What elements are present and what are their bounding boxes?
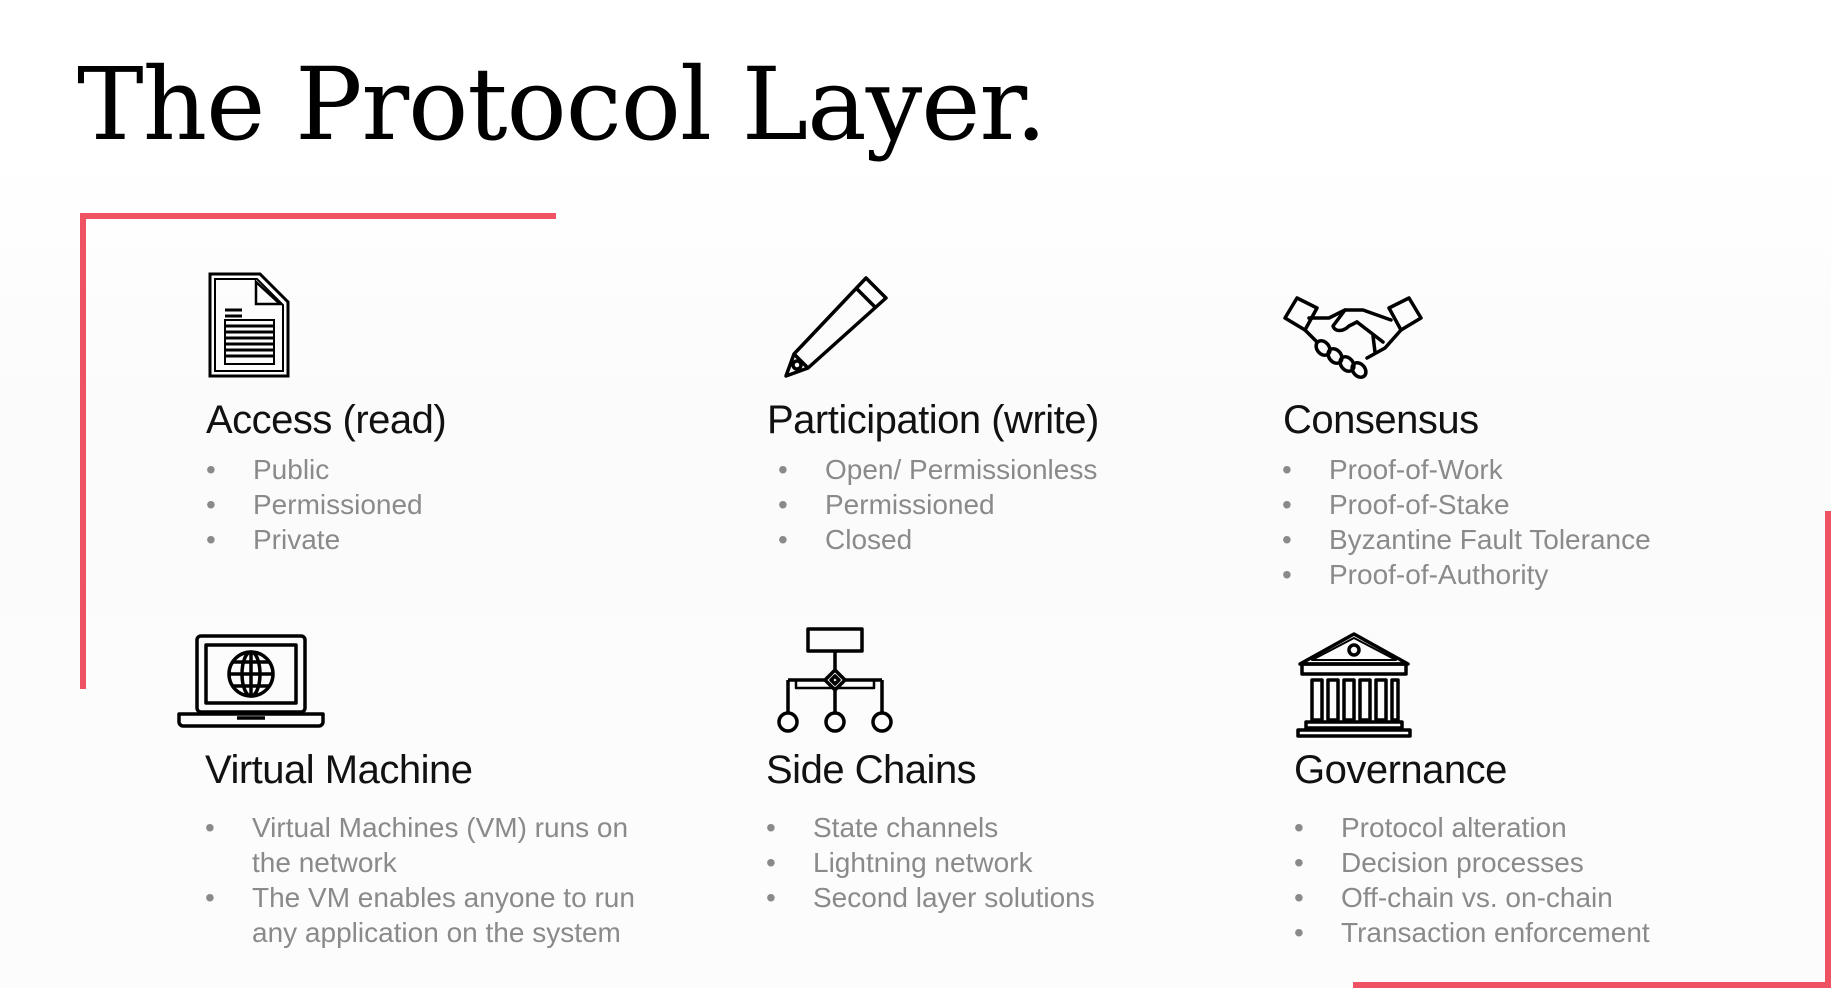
- bullet-list-virtual-machine: Virtual Machines (VM) runs on the networ…: [205, 810, 665, 950]
- list-item: Virtual Machines (VM) runs on the networ…: [205, 810, 665, 880]
- accent-line-bottom: [1353, 982, 1831, 988]
- list-item: Second layer solutions: [766, 880, 1095, 915]
- list-item: Closed: [778, 522, 1097, 557]
- bullet-list-consensus: Proof-of-Work Proof-of-Stake Byzantine F…: [1282, 452, 1651, 592]
- bullet-list-governance: Protocol alteration Decision processes O…: [1294, 810, 1650, 950]
- list-item: Decision processes: [1294, 845, 1650, 880]
- pencil-icon: [782, 272, 892, 380]
- list-item: Permissioned: [206, 487, 423, 522]
- section-title-access: Access (read): [206, 398, 447, 442]
- bullet-list-access: Public Permissioned Private: [206, 452, 423, 557]
- section-title-side-chains: Side Chains: [766, 748, 977, 792]
- bullet-list-side-chains: State channels Lightning network Second …: [766, 810, 1095, 915]
- section-title-participation: Participation (write): [767, 398, 1099, 442]
- list-item: Lightning network: [766, 845, 1095, 880]
- network-hierarchy-icon: [776, 626, 896, 733]
- section-title-consensus: Consensus: [1283, 398, 1479, 442]
- list-item: Open/ Permissionless: [778, 452, 1097, 487]
- list-item: Private: [206, 522, 423, 557]
- bullet-list-participation: Open/ Permissionless Permissioned Closed: [778, 452, 1097, 557]
- bank-building-icon: [1294, 630, 1414, 740]
- accent-line-left: [80, 213, 86, 689]
- list-item: Proof-of-Authority: [1282, 557, 1651, 592]
- list-item: Transaction enforcement: [1294, 915, 1650, 950]
- list-item: Byzantine Fault Tolerance: [1282, 522, 1651, 557]
- list-item: State channels: [766, 810, 1095, 845]
- list-item: Off-chain vs. on-chain: [1294, 880, 1650, 915]
- slide-title: The Protocol Layer.: [77, 46, 1047, 163]
- list-item: Protocol alteration: [1294, 810, 1650, 845]
- list-item: Public: [206, 452, 423, 487]
- laptop-globe-icon: [177, 634, 325, 728]
- section-title-governance: Governance: [1294, 748, 1507, 792]
- list-item: Proof-of-Work: [1282, 452, 1651, 487]
- handshake-icon: [1283, 296, 1423, 380]
- accent-line-right: [1825, 511, 1831, 988]
- section-title-virtual-machine: Virtual Machine: [205, 748, 473, 792]
- list-item: Permissioned: [778, 487, 1097, 522]
- list-item: The VM enables anyone to run any applica…: [205, 880, 665, 950]
- document-icon: [208, 272, 290, 378]
- accent-line-top: [80, 213, 556, 219]
- list-item: Proof-of-Stake: [1282, 487, 1651, 522]
